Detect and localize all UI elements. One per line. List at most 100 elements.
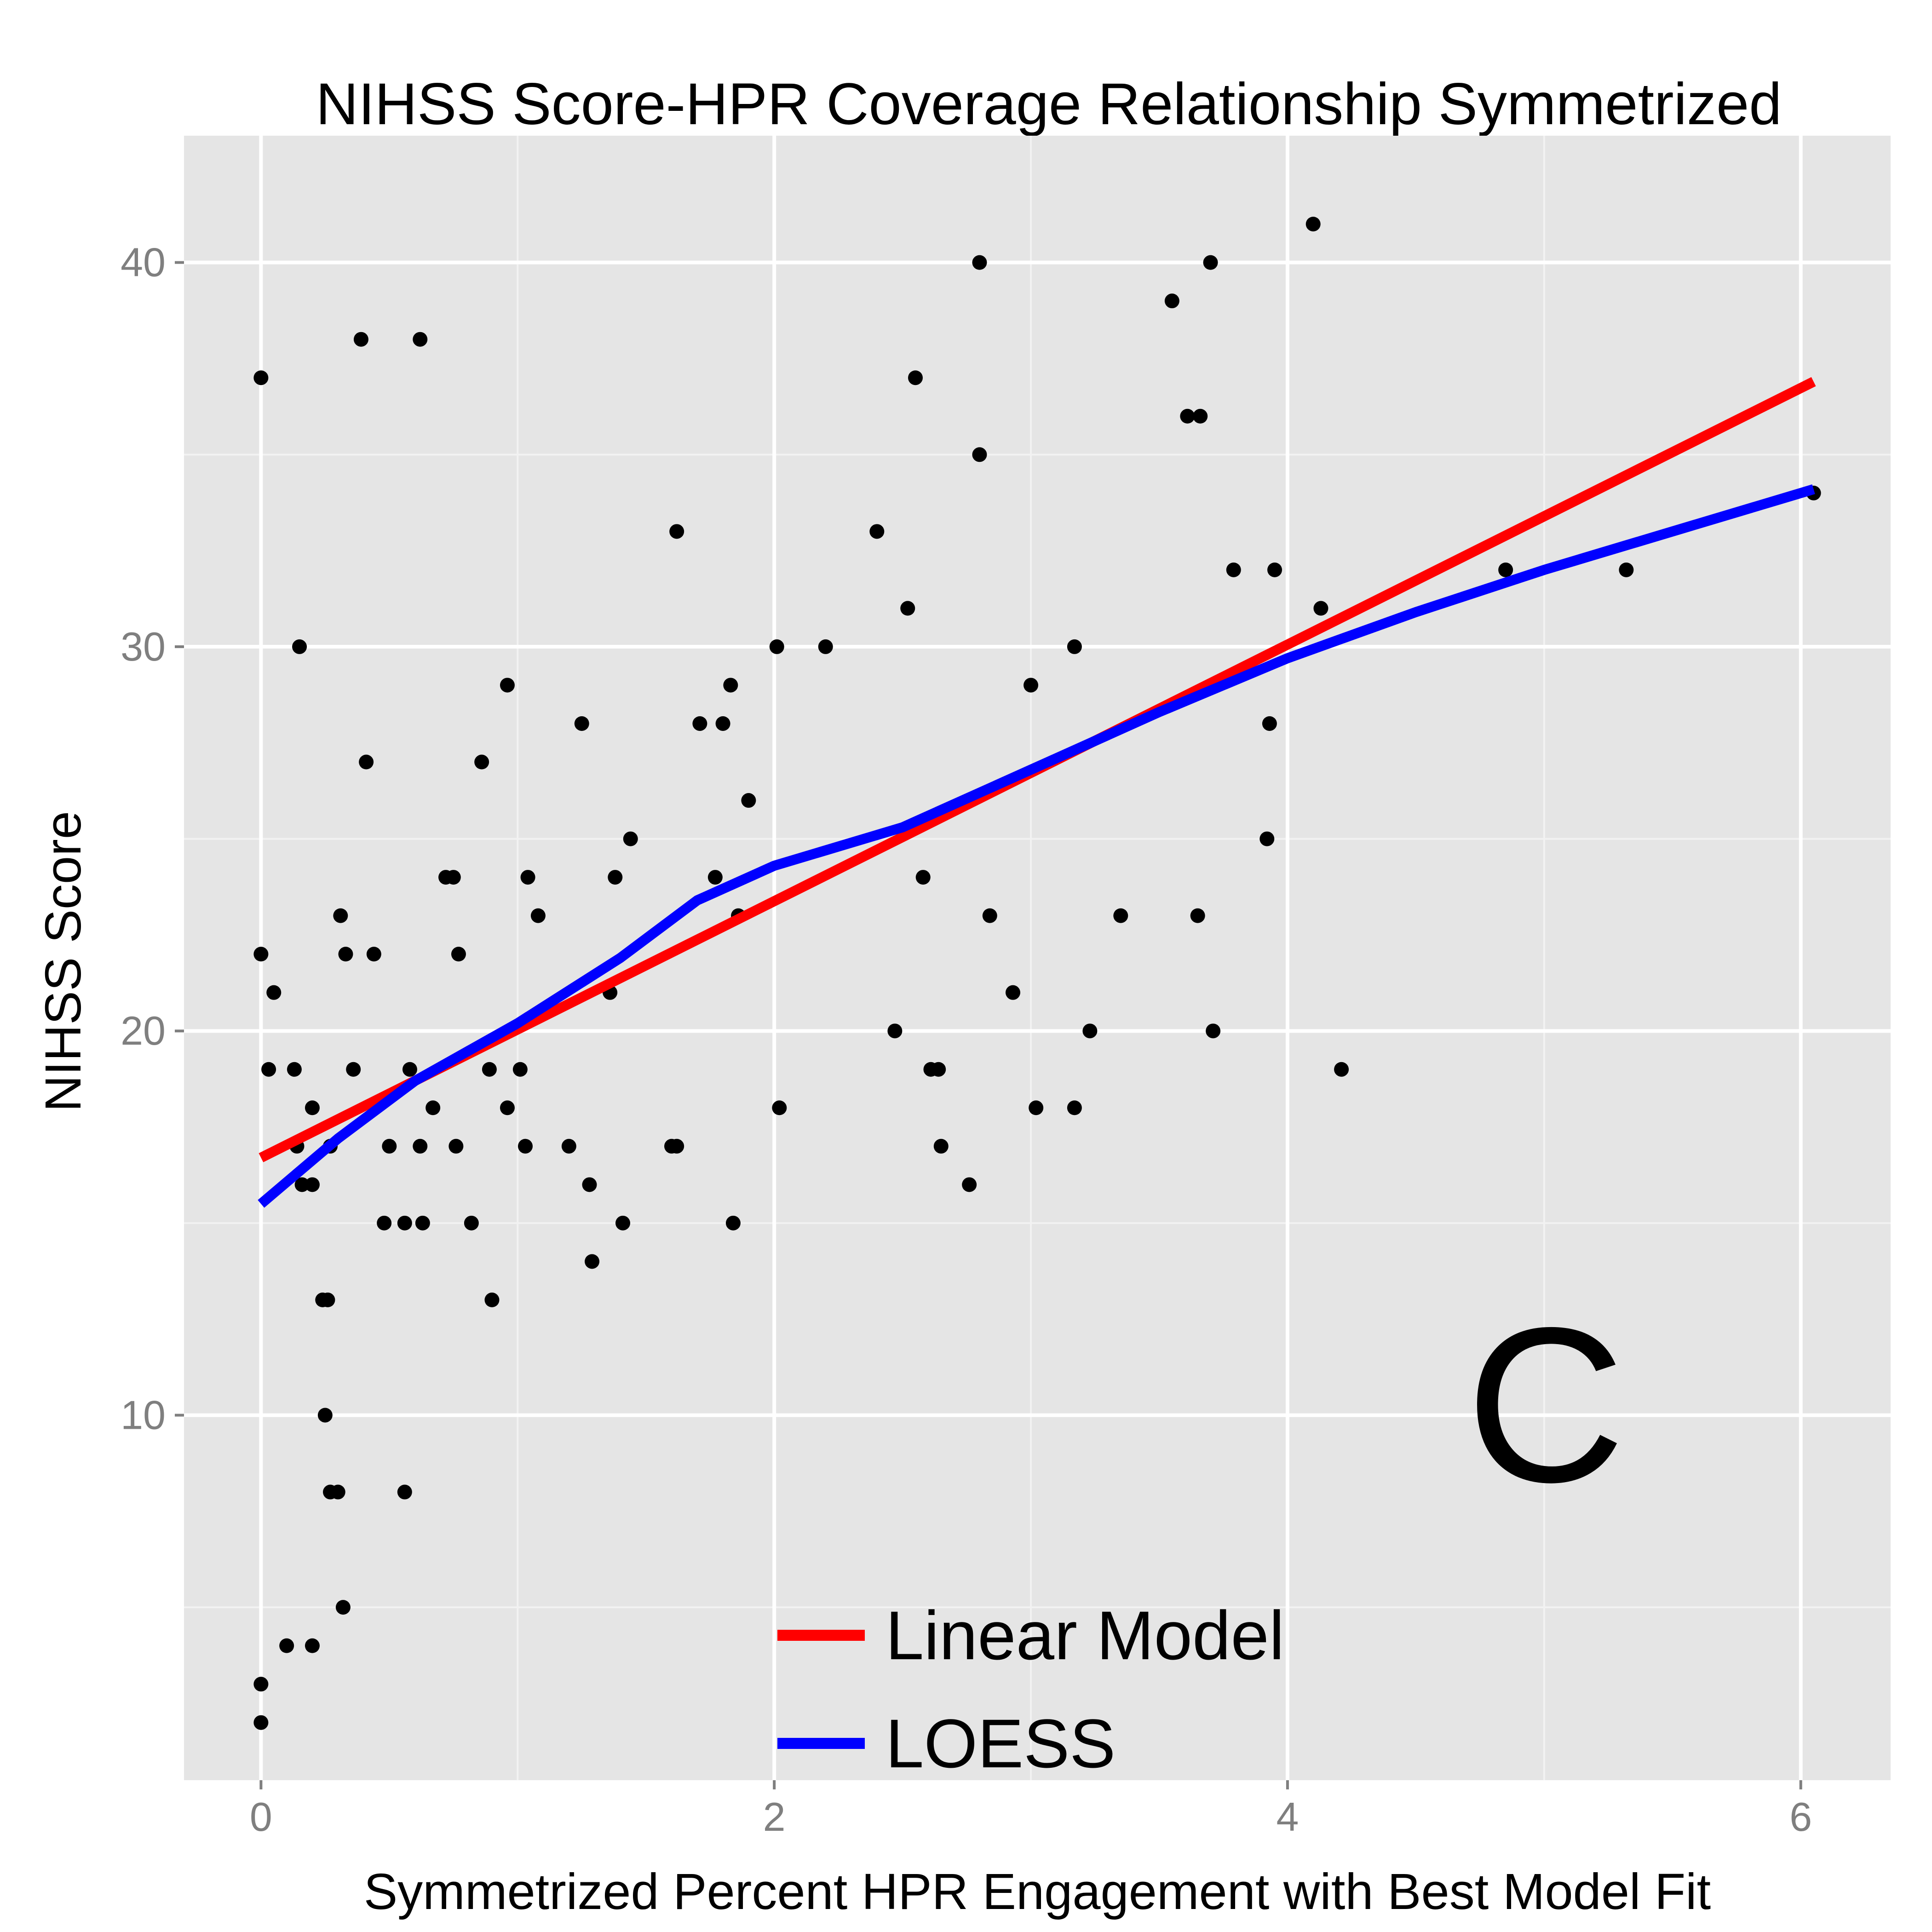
- data-point: [402, 1062, 417, 1077]
- data-point: [900, 601, 915, 616]
- data-point: [561, 1138, 576, 1154]
- data-point: [353, 332, 368, 347]
- data-point: [484, 1292, 500, 1307]
- axis-ticks: 0 2 4 6 10 20 30 40: [121, 240, 1812, 1840]
- data-point: [915, 870, 931, 885]
- data-point: [1334, 1062, 1349, 1077]
- data-point: [741, 793, 756, 808]
- x-tick-label: 6: [1789, 1794, 1812, 1840]
- data-point: [397, 1484, 412, 1500]
- data-point: [359, 754, 374, 770]
- data-point: [585, 1254, 600, 1269]
- y-axis-title: NIHSS Score: [35, 811, 92, 1112]
- plot-panel: [184, 136, 1891, 1780]
- data-point: [294, 1177, 310, 1192]
- x-tick-label: 2: [763, 1794, 786, 1840]
- data-point: [669, 524, 684, 539]
- data-point: [500, 678, 515, 693]
- data-point: [931, 1062, 946, 1077]
- data-point: [482, 1062, 497, 1077]
- data-point: [1619, 562, 1634, 577]
- data-point: [972, 255, 987, 270]
- data-point: [615, 1215, 630, 1230]
- data-point: [623, 831, 638, 846]
- y-tick-label: 40: [121, 240, 166, 285]
- data-point: [1226, 562, 1241, 577]
- data-point: [1498, 562, 1513, 577]
- data-point: [366, 947, 381, 962]
- grid-lines: [184, 136, 1891, 1780]
- legend-label-linear-model: Linear Model: [886, 1597, 1284, 1674]
- data-point: [769, 639, 784, 654]
- data-point: [608, 870, 623, 885]
- data-point: [692, 716, 707, 731]
- y-tick-label: 30: [121, 624, 166, 669]
- data-point: [253, 1715, 269, 1730]
- chart-title: NIHSS Score-HPR Coverage Relationship Sy…: [316, 71, 1782, 137]
- data-point: [320, 1292, 335, 1307]
- data-point: [1267, 562, 1282, 577]
- data-point: [982, 908, 997, 923]
- data-point: [474, 754, 489, 770]
- data-point: [1259, 831, 1275, 846]
- data-point: [1113, 908, 1128, 923]
- data-point: [397, 1215, 412, 1230]
- data-points: [253, 217, 1821, 1730]
- data-point: [1180, 408, 1195, 424]
- data-point: [292, 639, 307, 654]
- data-point: [933, 1138, 949, 1154]
- data-point: [451, 947, 466, 962]
- data-point: [1006, 985, 1020, 1000]
- legend-label-loess: LOESS: [886, 1705, 1116, 1782]
- data-point: [1313, 601, 1328, 616]
- data-point: [415, 1215, 430, 1230]
- data-point: [500, 1100, 515, 1116]
- data-point: [335, 1600, 351, 1615]
- data-point: [1193, 408, 1208, 424]
- data-point: [582, 1177, 597, 1192]
- data-point: [908, 370, 923, 385]
- data-point: [1029, 1100, 1044, 1116]
- data-point: [305, 1177, 320, 1192]
- data-point: [818, 639, 833, 654]
- data-point: [1203, 255, 1218, 270]
- data-point: [330, 1484, 345, 1500]
- data-point: [446, 870, 461, 885]
- loess-line: [258, 484, 1815, 1208]
- data-point: [1024, 678, 1039, 693]
- data-point: [669, 1138, 684, 1154]
- data-point: [869, 524, 885, 539]
- data-point: [715, 716, 730, 731]
- data-point: [574, 716, 589, 731]
- fit-lines: [258, 377, 1816, 1208]
- data-point: [1305, 217, 1321, 232]
- data-point: [723, 678, 738, 693]
- y-tick-label: 10: [121, 1392, 166, 1438]
- data-point: [707, 870, 723, 885]
- data-point: [317, 1408, 333, 1423]
- data-point: [305, 1100, 320, 1116]
- data-point: [1082, 1024, 1098, 1039]
- data-point: [305, 1638, 320, 1653]
- data-point: [962, 1177, 977, 1192]
- y-tick-label: 20: [121, 1008, 166, 1053]
- data-point: [346, 1062, 361, 1077]
- data-point: [253, 947, 269, 962]
- data-point: [1190, 908, 1205, 923]
- data-point: [426, 1100, 441, 1116]
- x-tick-label: 4: [1276, 1794, 1299, 1840]
- panel-label: C: [1466, 1281, 1626, 1528]
- data-point: [266, 985, 282, 1000]
- data-point: [1067, 639, 1082, 654]
- data-point: [512, 1062, 528, 1077]
- data-point: [1206, 1024, 1221, 1039]
- data-point: [413, 332, 428, 347]
- data-point: [253, 1677, 269, 1692]
- data-point: [338, 947, 353, 962]
- data-point: [1262, 716, 1277, 731]
- data-point: [725, 1215, 741, 1230]
- data-point: [518, 1138, 533, 1154]
- data-point: [261, 1062, 276, 1077]
- data-point: [287, 1062, 302, 1077]
